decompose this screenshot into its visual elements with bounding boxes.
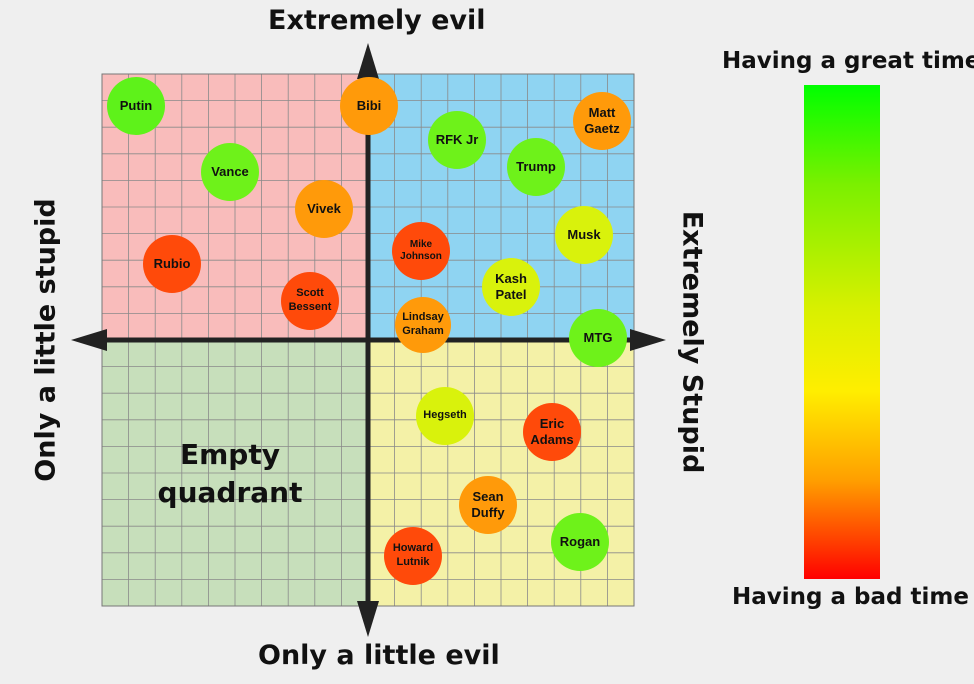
- person-bubble-hegseth: Hegseth: [416, 387, 474, 445]
- axis-label-left: Only a little stupid: [30, 198, 62, 482]
- person-bubble-howard-lutnik: Howard Lutnik: [384, 527, 442, 585]
- arrow-up-icon: [357, 43, 379, 79]
- person-bubble-sean-duffy: Sean Duffy: [459, 476, 517, 534]
- person-bubble-kash-patel: Kash Patel: [482, 258, 540, 316]
- person-name-label: Vance: [211, 163, 249, 179]
- axis-label-top: Extremely evil: [268, 5, 486, 36]
- person-name-label: Sean Duffy: [471, 488, 505, 520]
- person-bubble-putin: Putin: [107, 77, 165, 135]
- person-name-label: RFK Jr: [435, 131, 479, 147]
- person-bubble-rubio: Rubio: [143, 235, 201, 293]
- axis-label-bottom: Only a little evil: [258, 640, 500, 671]
- person-name-label: Eric Adams: [530, 415, 574, 447]
- person-bubble-vivek: Vivek: [295, 180, 353, 238]
- person-name-label: Kash Patel: [495, 270, 527, 302]
- person-bubble-eric-adams: Eric Adams: [523, 403, 581, 461]
- person-name-label: Mike Johnson: [400, 238, 442, 263]
- person-bubble-rogan: Rogan: [551, 513, 609, 571]
- person-name-label: Matt Gaetz: [584, 104, 620, 136]
- legend-bottom-label: Having a bad time: [732, 584, 969, 610]
- person-bubble-bibi: Bibi: [340, 77, 398, 135]
- legend-top-label: Having a great time: [722, 48, 974, 74]
- empty-quadrant-label: Empty quadrant: [157, 438, 303, 509]
- person-name-label: Howard Lutnik: [392, 542, 434, 568]
- person-name-label: Putin: [119, 97, 153, 113]
- person-bubble-matt-gaetz: Matt Gaetz: [573, 92, 631, 150]
- mood-gradient-bar: [804, 85, 880, 579]
- arrow-right-icon: [630, 329, 666, 351]
- person-bubble-musk: Musk: [555, 206, 613, 264]
- person-name-label: Scott Bessent: [288, 287, 332, 313]
- person-bubble-vance: Vance: [201, 143, 259, 201]
- person-name-label: Musk: [567, 226, 601, 242]
- person-name-label: Rubio: [153, 255, 191, 271]
- arrow-down-icon: [357, 601, 379, 637]
- person-bubble-scott-bessent: Scott Bessent: [281, 272, 339, 330]
- person-bubble-lindsay-graham: Lindsay Graham: [395, 297, 451, 353]
- person-name-label: Bibi: [356, 97, 382, 113]
- person-bubble-rfk-jr: RFK Jr: [428, 111, 486, 169]
- person-bubble-mtg: MTG: [569, 309, 627, 367]
- person-bubble-mike-johnson: Mike Johnson: [392, 222, 450, 280]
- person-name-label: MTG: [583, 329, 613, 345]
- person-name-label: Trump: [516, 158, 556, 174]
- person-name-label: Lindsay Graham: [402, 311, 444, 337]
- person-name-label: Rogan: [559, 533, 601, 549]
- person-name-label: Vivek: [307, 200, 341, 216]
- person-bubble-trump: Trump: [507, 138, 565, 196]
- arrow-left-icon: [71, 329, 107, 351]
- person-name-label: Hegseth: [423, 409, 467, 422]
- axis-label-right: Extremely Stupid: [676, 210, 708, 474]
